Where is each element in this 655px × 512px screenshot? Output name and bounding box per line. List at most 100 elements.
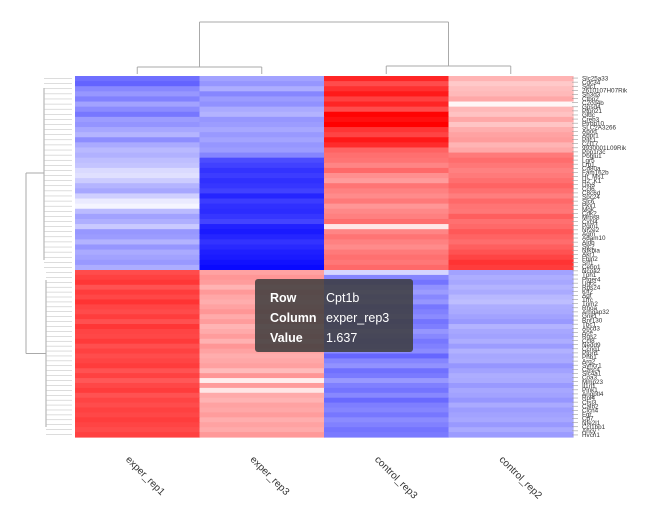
heatmap-cell-g1-r34-c2[interactable] [324,249,450,256]
heatmap-cell-g1-r28-c0[interactable] [75,218,201,225]
heatmap-cell-g1-r5-c3[interactable] [448,101,574,108]
heatmap-cell-g1-r23-c3[interactable] [448,193,574,200]
heatmap-cell-g1-r28-c1[interactable] [199,218,325,225]
heatmap-cell-g1-r30-c0[interactable] [75,229,201,235]
heatmap-cell-g2-r19-c3[interactable] [448,363,574,369]
heatmap-cell-g2-r18-c0[interactable] [75,358,201,364]
heatmap-cell-g2-r18-c1[interactable] [199,358,325,364]
heatmap-cell-g2-r28-c2[interactable] [324,407,450,414]
heatmap-cell-g1-r11-c2[interactable] [324,132,450,138]
heatmap-cell-g1-r18-c1[interactable] [199,167,325,174]
heatmap-cell-g2-r6-c3[interactable] [448,299,574,305]
heatmap-cell-g2-r12-c3[interactable] [448,328,574,335]
heatmap-cell-g1-r3-c3[interactable] [448,91,574,98]
heatmap-cell-g2-r29-c3[interactable] [448,412,574,418]
heatmap-cell-g1-r15-c1[interactable] [199,152,325,159]
heatmap-cell-g1-r37-c2[interactable] [324,264,450,271]
heatmap-cell-g1-r35-c2[interactable] [324,254,450,261]
heatmap-cell-g2-r15-c3[interactable] [448,343,574,350]
heatmap-cell-g2-r2-c0[interactable] [75,279,201,286]
heatmap-cell-g1-r16-c3[interactable] [448,157,574,164]
heatmap-cell-g1-r4-c2[interactable] [324,96,450,103]
heatmap-cell-g2-r32-c0[interactable] [75,427,201,433]
heatmap-cell-g1-r33-c0[interactable] [75,244,201,251]
heatmap-cell-g1-r16-c2[interactable] [324,157,450,164]
heatmap-cell-g2-r29-c2[interactable] [324,412,450,418]
heatmap-cell-g1-r16-c1[interactable] [199,157,325,164]
heatmap-cell-g2-r12-c0[interactable] [75,328,201,335]
heatmap-cell-g1-r8-c0[interactable] [75,116,201,123]
heatmap-cell-g1-r26-c3[interactable] [448,208,574,215]
heatmap-cell-g2-r21-c1[interactable] [199,373,325,379]
heatmap-cell-g1-r33-c3[interactable] [448,244,574,251]
heatmap-cell-g2-r27-c2[interactable] [324,402,450,409]
heatmap-cell-g1-r6-c1[interactable] [199,106,325,113]
heatmap-cell-g2-r13-c3[interactable] [448,333,574,340]
heatmap-cell-g1-r10-c0[interactable] [75,127,201,133]
heatmap-cell-g2-r24-c1[interactable] [199,387,325,394]
heatmap-cell-g2-r29-c1[interactable] [199,412,325,418]
heatmap-cell-g1-r32-c1[interactable] [199,239,325,246]
heatmap-cell-g1-r37-c3[interactable] [448,264,574,271]
heatmap-cell-g1-r12-c3[interactable] [448,137,574,143]
heatmap-cell-g2-r26-c0[interactable] [75,397,201,404]
heatmap-cell-g1-r0-c2[interactable] [324,76,450,82]
heatmap-cell-g1-r25-c1[interactable] [199,203,325,210]
heatmap-cell-g1-r20-c0[interactable] [75,178,201,184]
heatmap-cell-g1-r35-c0[interactable] [75,254,201,261]
heatmap-cell-g2-r7-c3[interactable] [448,304,574,310]
heatmap-cell-g2-r16-c0[interactable] [75,348,201,355]
heatmap-cell-g1-r36-c0[interactable] [75,259,201,266]
heatmap-cell-g1-r26-c1[interactable] [199,208,325,215]
heatmap-cell-g1-r29-c1[interactable] [199,224,325,230]
heatmap-cell-g2-r9-c0[interactable] [75,314,201,320]
heatmap-cell-g1-r9-c1[interactable] [199,121,325,128]
heatmap-cell-g2-r26-c1[interactable] [199,397,325,404]
heatmap-cell-g1-r31-c1[interactable] [199,234,325,240]
heatmap-cell-g2-r14-c0[interactable] [75,338,201,345]
heatmap-cell-g1-r15-c0[interactable] [75,152,201,159]
heatmap-cell-g2-r3-c3[interactable] [448,284,574,291]
heatmap-cell-g1-r6-c2[interactable] [324,106,450,113]
heatmap-cell-g2-r23-c1[interactable] [199,382,325,389]
heatmap-cell-g1-r35-c3[interactable] [448,254,574,261]
heatmap-cell-g2-r5-c0[interactable] [75,294,201,301]
heatmap-cell-g1-r12-c0[interactable] [75,137,201,143]
heatmap-cell-g2-r10-c3[interactable] [448,319,574,325]
heatmap-cell-g1-r1-c0[interactable] [75,81,201,87]
heatmap-cell-g2-r28-c1[interactable] [199,407,325,414]
heatmap-cell-g2-r20-c2[interactable] [324,368,450,374]
heatmap-cell-g1-r28-c2[interactable] [324,218,450,225]
heatmap-cell-g2-r21-c2[interactable] [324,373,450,379]
heatmap-cell-g2-r17-c2[interactable] [324,353,450,360]
heatmap-cell-g1-r10-c1[interactable] [199,127,325,133]
heatmap-cell-g1-r19-c1[interactable] [199,173,325,179]
heatmap-cell-g1-r21-c1[interactable] [199,183,325,189]
heatmap-cell-g1-r19-c2[interactable] [324,173,450,179]
heatmap-cell-g1-r36-c1[interactable] [199,259,325,266]
heatmap-cell-g1-r7-c2[interactable] [324,111,450,118]
heatmap-cell-g2-r30-c1[interactable] [199,417,325,423]
heatmap-cell-g1-r27-c0[interactable] [75,213,201,220]
heatmap-cell-g2-r24-c0[interactable] [75,387,201,394]
heatmap-cell-g1-r22-c1[interactable] [199,188,325,195]
heatmap-cell-g1-r16-c0[interactable] [75,157,201,164]
heatmap-cell-g1-r22-c0[interactable] [75,188,201,195]
heatmap-cell-g2-r10-c0[interactable] [75,319,201,325]
heatmap-cell-g2-r8-c0[interactable] [75,309,201,315]
heatmap-cell-g1-r24-c2[interactable] [324,198,450,205]
heatmap-cell-g1-r30-c1[interactable] [199,229,325,235]
heatmap-cell-g1-r30-c2[interactable] [324,229,450,235]
heatmap-cell-g1-r14-c1[interactable] [199,147,325,154]
heatmap-cell-g2-r17-c3[interactable] [448,353,574,360]
heatmap-cell-g1-r21-c2[interactable] [324,183,450,189]
heatmap-cell-g1-r27-c2[interactable] [324,213,450,220]
heatmap-cell-g1-r26-c0[interactable] [75,208,201,215]
heatmap-cell-g2-r16-c3[interactable] [448,348,574,355]
heatmap-cell-g2-r22-c2[interactable] [324,378,450,384]
heatmap-cell-g1-r9-c2[interactable] [324,121,450,128]
heatmap-cell-g2-r17-c1[interactable] [199,353,325,360]
heatmap-cell-g2-r31-c1[interactable] [199,422,325,428]
heatmap-cell-g1-r33-c2[interactable] [324,244,450,251]
heatmap-cell-g1-r32-c0[interactable] [75,239,201,246]
